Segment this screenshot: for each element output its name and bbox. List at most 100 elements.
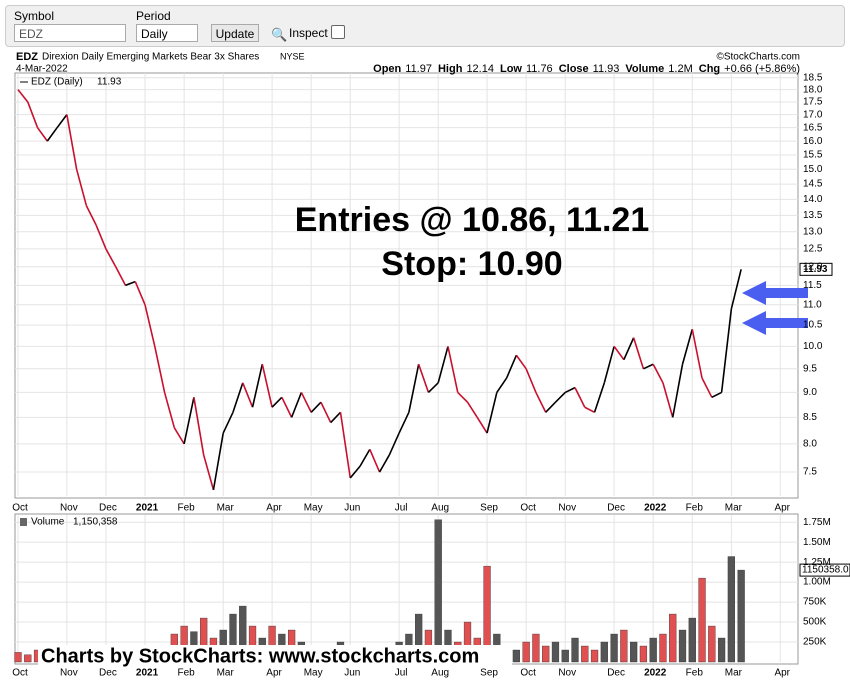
x-tick-label: Apr: [774, 668, 790, 679]
price-segment: [417, 363, 430, 393]
volume-bar: [698, 577, 706, 663]
quote-label: Close: [559, 63, 589, 75]
price-tag: 11.93: [803, 264, 828, 275]
security-name: Direxion Daily Emerging Markets Bear 3x …: [42, 52, 259, 63]
x-tick-label: Apr: [266, 668, 282, 679]
price-segment: [134, 281, 146, 306]
y-tick-label: 1.50M: [803, 537, 831, 548]
symbol-input[interactable]: EDZ: [14, 24, 126, 42]
inspect-icon: 🔍: [271, 27, 288, 42]
price-segment: [369, 449, 381, 473]
price-segment: [330, 411, 342, 424]
price-segment: [359, 448, 371, 467]
price-segment: [486, 392, 498, 434]
volume-bar: [24, 654, 32, 663]
price-segment: [505, 354, 518, 379]
volume-bar: [14, 652, 22, 663]
footer: Charts by StockCharts: www.stockcharts.c…: [41, 645, 479, 667]
x-tick-label: 2022: [644, 668, 667, 679]
price-segment: [232, 382, 244, 413]
y-tick-label: 9.0: [803, 387, 817, 398]
y-tick-label: 14.5: [803, 179, 823, 190]
footer-bg: [38, 645, 512, 667]
price-segment: [564, 386, 576, 394]
y-tick-label: 13.0: [803, 226, 823, 237]
legend-name: Volume: [31, 517, 65, 528]
x-tick-label: Aug: [431, 668, 449, 679]
price-segment: [515, 354, 527, 370]
price-segment: [632, 337, 645, 370]
y-tick-label: 13.5: [803, 210, 823, 221]
x-tick-label: Dec: [607, 503, 625, 514]
volume-bar: [727, 556, 735, 663]
toolbar: Symbol EDZ Period Daily Update 🔍 Inspect: [5, 5, 845, 47]
price-segment: [476, 416, 488, 434]
price-segment: [671, 364, 684, 418]
quote-label: Low: [500, 63, 522, 75]
price-segment: [85, 205, 97, 226]
quote-label: High: [438, 63, 463, 75]
volume-bar: [678, 629, 687, 663]
x-tick-label: Mar: [725, 668, 743, 679]
y-tick-label: 18.5: [803, 72, 823, 83]
volume-bar: [688, 617, 696, 663]
price-segment: [574, 387, 586, 408]
quote-label: Open: [373, 63, 401, 75]
x-tick-label: Dec: [607, 668, 625, 679]
price-segment: [593, 382, 606, 413]
y-tick-label: 12.0: [803, 261, 823, 272]
x-tick-label: May: [304, 668, 323, 679]
price-segment: [349, 465, 361, 479]
quote-value: 11.93: [593, 63, 620, 75]
price-segment: [603, 346, 615, 384]
x-tick-label: Oct: [520, 668, 536, 679]
quote-value: 1.2M: [668, 63, 692, 75]
x-tick-label: Feb: [178, 503, 196, 514]
y-tick-label: 500K: [803, 617, 827, 628]
price-segment: [271, 396, 283, 408]
quote-value: 11.76: [526, 63, 553, 75]
inspect-label: Inspect: [289, 26, 328, 40]
period-select[interactable]: Daily: [136, 24, 198, 42]
price-segment: [212, 432, 225, 491]
legend-value: 11.93: [97, 77, 122, 88]
price-segment: [447, 346, 459, 393]
y-tick-label: 7.5: [803, 467, 817, 478]
volume-tag: 1150358.0: [802, 565, 849, 576]
price-segment: [691, 329, 703, 379]
price-segment: [554, 391, 566, 403]
quote-value: 11.97: [405, 63, 432, 75]
price-segment: [427, 382, 439, 393]
quote-value: 12.14: [466, 63, 494, 75]
period-label: Period: [136, 9, 171, 23]
volume-bar: [581, 645, 589, 663]
y-tick-label: 14.0: [803, 194, 823, 205]
x-tick-label: Feb: [178, 668, 196, 679]
quote-value: +0.66 (+5.86%): [724, 63, 800, 75]
price-segment: [36, 127, 48, 142]
annotation: Stop: 10.90: [381, 245, 562, 283]
price-segment: [643, 363, 654, 370]
price-segment: [290, 392, 303, 418]
x-tick-label: Jun: [344, 503, 360, 514]
price-tag-bg: [799, 262, 833, 276]
x-tick-label: Mar: [217, 668, 235, 679]
x-tick-label: Jul: [395, 503, 408, 514]
update-button[interactable]: Update: [211, 24, 259, 42]
price-segment: [251, 364, 264, 408]
volume-bar: [434, 519, 442, 663]
arrow: [742, 311, 808, 335]
y-tick-label: 9.5: [803, 363, 817, 374]
x-tick-label: 2021: [136, 668, 159, 679]
x-tick-label: Oct: [12, 668, 28, 679]
price-segment: [144, 304, 156, 347]
y-tick-label: 16.5: [803, 122, 823, 133]
price-segment: [46, 127, 58, 142]
price-segment: [701, 377, 713, 398]
volume-bar: [610, 633, 618, 663]
price-segment: [662, 382, 674, 418]
inspect-checkbox[interactable]: [331, 25, 345, 39]
y-tick-label: 15.5: [803, 150, 823, 161]
